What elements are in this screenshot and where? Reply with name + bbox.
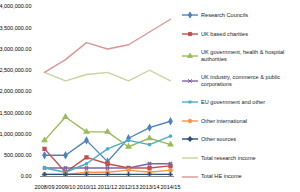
svg-text:2012/13: 2012/13 [119, 184, 139, 190]
svg-text:3,000,000.00: 3,000,000.00 [0, 46, 32, 52]
svg-text:2,500,000.00: 2,500,000.00 [0, 67, 32, 73]
svg-text:1,000,000.00: 1,000,000.00 [0, 131, 32, 137]
svg-text:2011/12: 2011/12 [98, 184, 117, 190]
svg-text:1,500,000.00: 1,500,000.00 [0, 110, 32, 116]
html-text:Total research income: Total research income [201, 154, 256, 161]
svg-text:2013/14: 2013/14 [140, 184, 160, 190]
html-text:Total HE income: Total HE income [201, 173, 242, 180]
html-text:UK industry, commerce & public: UK industry, commerce & public corporati… [201, 74, 281, 87]
html-text:UK government, health & hospit: UK government, health & hospital authori… [201, 49, 285, 62]
svg-text:0.00: 0.00 [21, 173, 32, 179]
svg-text:3,500,000.00: 3,500,000.00 [0, 25, 32, 31]
svg-text:4,000,000.00: 4,000,000.00 [0, 3, 32, 9]
svg-text:2010/11: 2010/11 [77, 184, 96, 190]
svg-text:2014/15: 2014/15 [161, 184, 181, 190]
svg-text:2,000,000.00: 2,000,000.00 [0, 88, 32, 94]
html-text:UK based charities: UK based charities [201, 30, 248, 37]
html-text:Research Councils: Research Councils [201, 12, 248, 19]
html-text:Other international: Other international [201, 117, 247, 124]
svg-text:500,000.00: 500,000.00 [4, 152, 32, 158]
svg-text:2009/10: 2009/10 [56, 184, 76, 190]
html-text:Other sources: Other sources [201, 136, 237, 143]
svg-text:2008/09: 2008/09 [35, 184, 55, 190]
html-text:EU government and other: EU government and other [201, 99, 266, 106]
